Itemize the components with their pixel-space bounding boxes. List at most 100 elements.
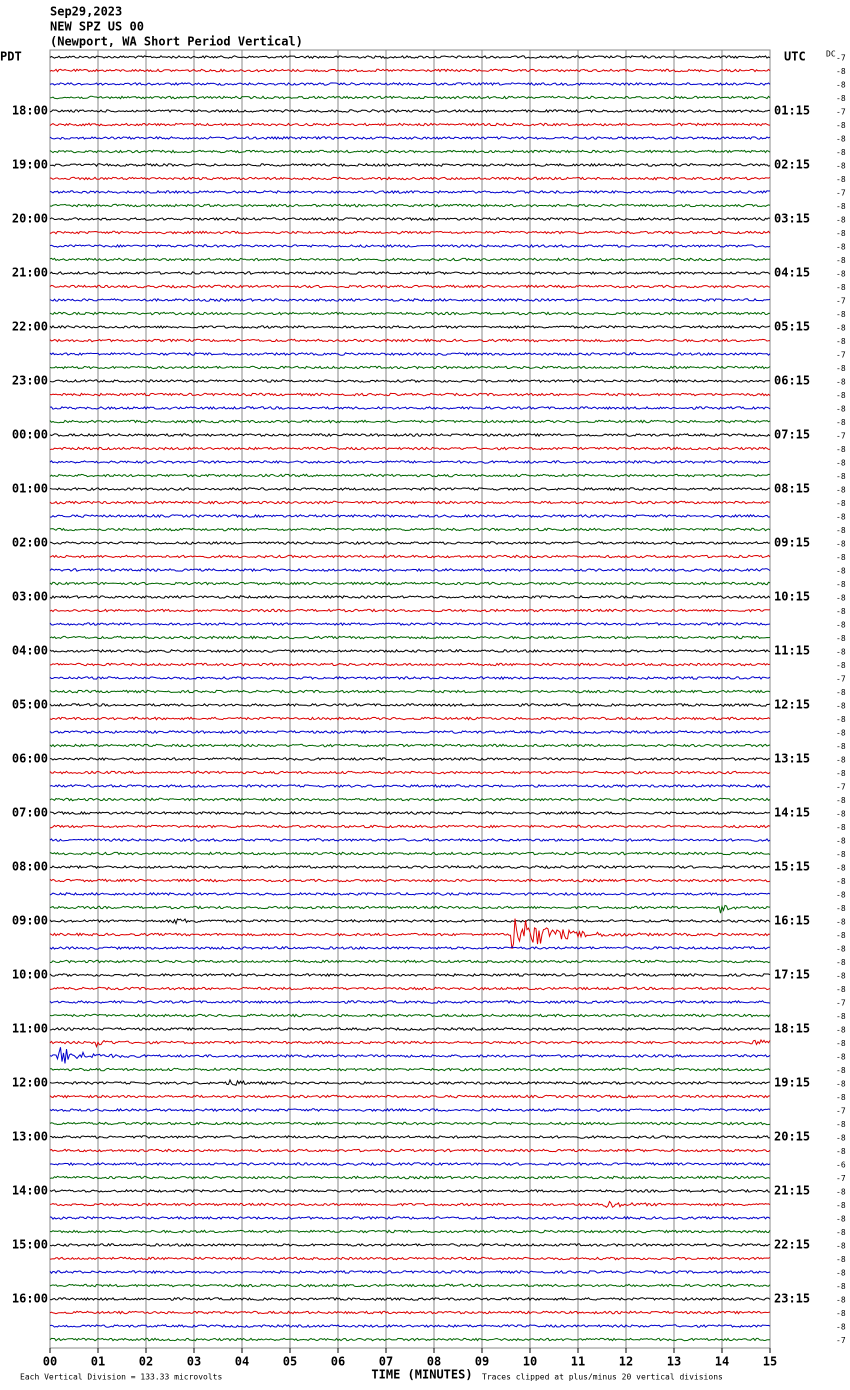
trace xyxy=(49,554,771,559)
dc-offset: -8 xyxy=(836,661,846,670)
right-time: 19:15 xyxy=(774,1076,810,1090)
dc-offset: -8 xyxy=(836,324,846,333)
trace xyxy=(49,838,771,842)
right-time: 11:15 xyxy=(774,644,810,658)
trace xyxy=(49,378,771,384)
right-time: 05:15 xyxy=(774,320,810,334)
dc-offset: -8 xyxy=(836,378,846,387)
left-time: 10:00 xyxy=(12,968,48,982)
dc-offset: -8 xyxy=(836,1026,846,1035)
trace xyxy=(49,1229,771,1234)
trace xyxy=(49,513,771,518)
trace xyxy=(49,635,771,640)
trace xyxy=(49,1000,771,1005)
dc-offset: -8 xyxy=(836,418,846,427)
left-time: 06:00 xyxy=(12,752,48,766)
trace xyxy=(49,432,771,438)
trace xyxy=(49,1161,771,1167)
right-time: 20:15 xyxy=(774,1130,810,1144)
trace xyxy=(49,163,771,168)
trace xyxy=(49,608,771,613)
trace xyxy=(49,217,771,221)
trace xyxy=(49,918,771,926)
dc-offset: -8 xyxy=(836,850,846,859)
trace xyxy=(49,567,771,573)
right-time: 18:15 xyxy=(774,1022,810,1036)
dc-offset: -8 xyxy=(836,756,846,765)
dc-offset: -8 xyxy=(836,486,846,495)
trace xyxy=(49,1078,771,1087)
dc-offset: -8 xyxy=(836,175,846,184)
dc-offset: -8 xyxy=(836,648,846,657)
trace xyxy=(49,1283,771,1288)
trace xyxy=(49,189,770,195)
dc-offset: -8 xyxy=(836,1323,846,1332)
dc-offset: -7 xyxy=(836,999,846,1008)
left-time: 22:00 xyxy=(12,320,48,334)
right-time: 12:15 xyxy=(774,698,810,712)
dc-offset: -6 xyxy=(836,1161,846,1170)
dc-offset: -8 xyxy=(836,1053,846,1062)
dc-offset: -8 xyxy=(836,810,846,819)
x-tick-label: 11 xyxy=(571,1355,585,1369)
trace xyxy=(49,891,771,896)
x-tick-label: 08 xyxy=(427,1355,441,1369)
right-time: 22:15 xyxy=(774,1238,810,1252)
dc-offset: -8 xyxy=(836,526,846,535)
trace xyxy=(49,581,771,586)
dc-offset: -8 xyxy=(836,688,846,697)
dc-offset: -8 xyxy=(836,391,846,400)
trace xyxy=(49,864,771,870)
trace xyxy=(49,1134,771,1139)
x-tick-label: 05 xyxy=(283,1355,297,1369)
left-zone: PDT xyxy=(0,50,22,64)
dc-offset: -8 xyxy=(836,634,846,643)
dc-offset: -8 xyxy=(836,405,846,414)
trace xyxy=(49,244,771,248)
footer-clip: Traces clipped at plus/minus 20 vertical… xyxy=(482,1373,723,1382)
dc-offset: -7 xyxy=(836,783,846,792)
dc-offset: -8 xyxy=(836,702,846,711)
x-tick-label: 12 xyxy=(619,1355,633,1369)
trace xyxy=(49,1094,771,1099)
trace xyxy=(49,230,771,235)
dc-offset: -8 xyxy=(836,1093,846,1102)
trace xyxy=(49,392,771,397)
dc-offset: -8 xyxy=(836,864,846,873)
right-time: 14:15 xyxy=(774,806,810,820)
trace xyxy=(49,1047,771,1064)
dc-offset: -8 xyxy=(836,472,846,481)
trace xyxy=(49,446,771,451)
x-tick-label: 01 xyxy=(91,1355,105,1369)
dc-offset: -8 xyxy=(836,1188,846,1197)
x-tick-label: 09 xyxy=(475,1355,489,1369)
dc-offset: -8 xyxy=(836,1066,846,1075)
trace xyxy=(49,1027,771,1032)
x-tick-label: 10 xyxy=(523,1355,537,1369)
dc-offset: -8 xyxy=(836,513,846,522)
trace xyxy=(49,730,771,735)
right-time: 21:15 xyxy=(774,1184,810,1198)
dc-offset: -8 xyxy=(836,459,846,468)
dc-offset: -8 xyxy=(836,958,846,967)
dc-offset: -8 xyxy=(836,918,846,927)
dc-offset: -8 xyxy=(836,540,846,549)
left-time: 03:00 xyxy=(12,590,48,604)
trace xyxy=(49,1256,771,1261)
trace xyxy=(49,945,770,950)
x-tick-label: 00 xyxy=(43,1355,57,1369)
dc-offset: -8 xyxy=(836,337,846,346)
trace xyxy=(49,675,771,681)
left-time: 21:00 xyxy=(12,266,48,280)
trace xyxy=(49,1337,770,1342)
dc-offset: -8 xyxy=(836,310,846,319)
trace xyxy=(49,770,771,775)
dc-offset: -7 xyxy=(836,1336,846,1345)
trace xyxy=(49,918,771,950)
left-time: 14:00 xyxy=(12,1184,48,1198)
right-time: 03:15 xyxy=(774,212,810,226)
left-time: 09:00 xyxy=(12,914,48,928)
dc-offset: -8 xyxy=(836,499,846,508)
left-time: 02:00 xyxy=(12,536,48,550)
